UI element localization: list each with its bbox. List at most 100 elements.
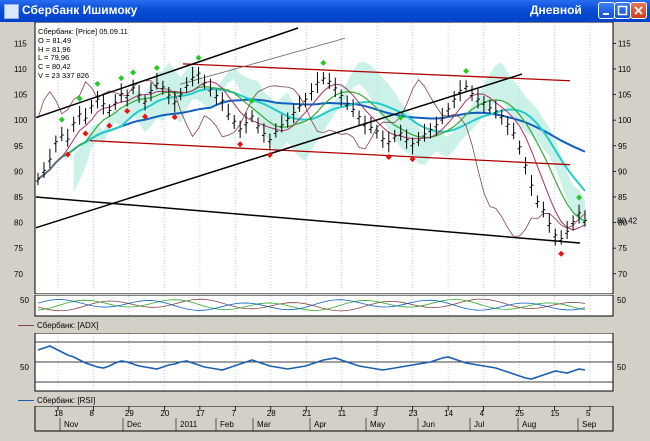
time-month-label: Sep: [582, 420, 597, 429]
ohlc-open: O = 81,49: [38, 35, 72, 45]
down-signal-marker: [64, 151, 71, 158]
time-day-label: 23: [409, 409, 418, 418]
up-signal-marker: [76, 95, 83, 102]
price-tick-left: 70: [14, 270, 23, 279]
price-tick-left: 80: [14, 219, 23, 228]
price-tick-right: 95: [618, 142, 627, 151]
time-day-label: 14: [444, 409, 453, 418]
time-month-label: Mar: [257, 420, 271, 429]
adx-series-line: [37, 299, 586, 311]
close-icon: [634, 6, 643, 15]
down-signal-marker: [82, 130, 89, 137]
adx-legend: Сбербанк: [ADX]: [18, 321, 98, 330]
price-chart-panel[interactable]: 115 110 105 100 95 90 85 80 75 70 115 110 105 100 95 9…: [0, 22, 650, 294]
price-tick-right: 110: [618, 65, 631, 74]
down-signal-marker: [385, 154, 392, 161]
down-signal-marker: [171, 114, 178, 121]
thin-trend-line: [179, 37, 346, 85]
up-signal-marker: [320, 59, 327, 66]
rsi-indicator-panel[interactable]: 50 50: [0, 333, 650, 393]
up-signal-marker: [58, 116, 65, 123]
rsi-line: [37, 345, 586, 380]
up-signal-marker: [397, 114, 404, 121]
up-signal-marker: [153, 64, 160, 71]
red-support-line: [89, 139, 571, 166]
time-month-label: 2011: [180, 420, 198, 429]
adx-legend-swatch: [18, 325, 34, 327]
ohlc-close: C = 80,42: [38, 62, 71, 72]
time-day-label: 25: [515, 409, 524, 418]
time-day-label: 29: [125, 409, 134, 418]
time-day-label: 4: [480, 409, 485, 418]
time-day-label: 15: [551, 409, 560, 418]
time-day-label: 3: [373, 409, 378, 418]
time-month-label: Apr: [314, 420, 327, 429]
up-signal-marker: [463, 68, 470, 75]
down-signal-marker: [266, 151, 273, 158]
down-signal-marker: [409, 156, 416, 163]
maximize-button[interactable]: [614, 2, 631, 19]
price-tick-right: 85: [618, 193, 627, 202]
time-month-label: Jun: [422, 420, 435, 429]
time-month-label: Feb: [220, 420, 234, 429]
up-signal-marker: [130, 69, 137, 76]
time-day-label: 21: [302, 409, 311, 418]
price-tick-left: 105: [14, 91, 28, 100]
time-day-label: 17: [196, 409, 205, 418]
time-day-label: 18: [54, 409, 63, 418]
down-signal-marker: [124, 107, 131, 114]
price-tick-right: 75: [618, 244, 627, 253]
down-signal-marker: [142, 113, 149, 120]
rsi-legend-label: Сбербанк: [RSI]: [37, 396, 96, 405]
ohlc-low: L = 79,96: [38, 53, 70, 63]
down-signal-marker: [237, 141, 244, 148]
time-day-label: 7: [231, 409, 236, 418]
price-tick-left: 115: [14, 39, 27, 48]
adx-indicator-panel[interactable]: 50 50: [0, 295, 650, 317]
price-tick-right: 105: [618, 91, 632, 100]
price-tick-right: 115: [618, 39, 631, 48]
tenkan-line: [37, 85, 586, 223]
up-signal-marker: [94, 80, 101, 87]
ohlc-header: Сбербанк: [Price] 05.09.11: [38, 27, 128, 36]
window-titlebar[interactable]: Сбербанк Ишимоку Дневной: [0, 0, 650, 22]
ohlc-readout: Сбербанк: [Price] 05.09.11 O = 81,49 H =…: [38, 27, 128, 81]
adx-tick-left: 50: [20, 296, 29, 305]
price-tick-left: 75: [14, 244, 23, 253]
time-day-label: 11: [338, 409, 347, 418]
up-signal-marker: [576, 194, 583, 201]
time-month-label: Jul: [474, 420, 484, 429]
down-signal-marker: [558, 250, 565, 257]
middle-trend-line: [35, 73, 523, 229]
last-price-label: 80,42: [617, 216, 638, 225]
rsi-tick-right: 50: [617, 363, 626, 372]
adx-legend-label: Сбербанк: [ADX]: [37, 321, 99, 330]
price-tick-left: 100: [14, 116, 28, 125]
adx-tick-right: 50: [617, 296, 626, 305]
price-tick-right: 90: [618, 167, 627, 176]
down-signal-marker: [106, 122, 113, 129]
time-month-label: Dec: [127, 420, 141, 429]
ohlc-volume: V = 23 337 826: [38, 70, 90, 80]
minimize-icon: [603, 13, 609, 15]
lower-trend-line: [35, 196, 581, 244]
chikou-line: [37, 79, 586, 237]
ohlc-high: H = 81,96: [38, 44, 71, 54]
rsi-legend-swatch: [18, 400, 34, 402]
rsi-legend: Сбербанк: [RSI]: [18, 396, 95, 405]
time-month-label: May: [370, 420, 385, 429]
period-label: Дневной: [530, 3, 582, 17]
time-month-label: Aug: [522, 420, 536, 429]
time-day-label: 20: [160, 409, 169, 418]
price-tick-right: 70: [618, 270, 627, 279]
price-tick-left: 95: [14, 142, 23, 151]
price-tick-left: 85: [14, 193, 23, 202]
time-day-label: 8: [89, 409, 94, 418]
time-day-label: 5: [586, 409, 591, 418]
price-tick-left: 90: [14, 167, 23, 176]
close-button[interactable]: [630, 2, 647, 19]
up-signal-marker: [118, 75, 125, 82]
minimize-button[interactable]: [598, 2, 615, 19]
time-axis: 18 8 29 20 17 7 28 21 11 3 23 14 4 25 15 5 Nov Dec 2011 Fe…: [34, 406, 614, 432]
window-title: Сбербанк Ишимоку: [22, 3, 138, 17]
